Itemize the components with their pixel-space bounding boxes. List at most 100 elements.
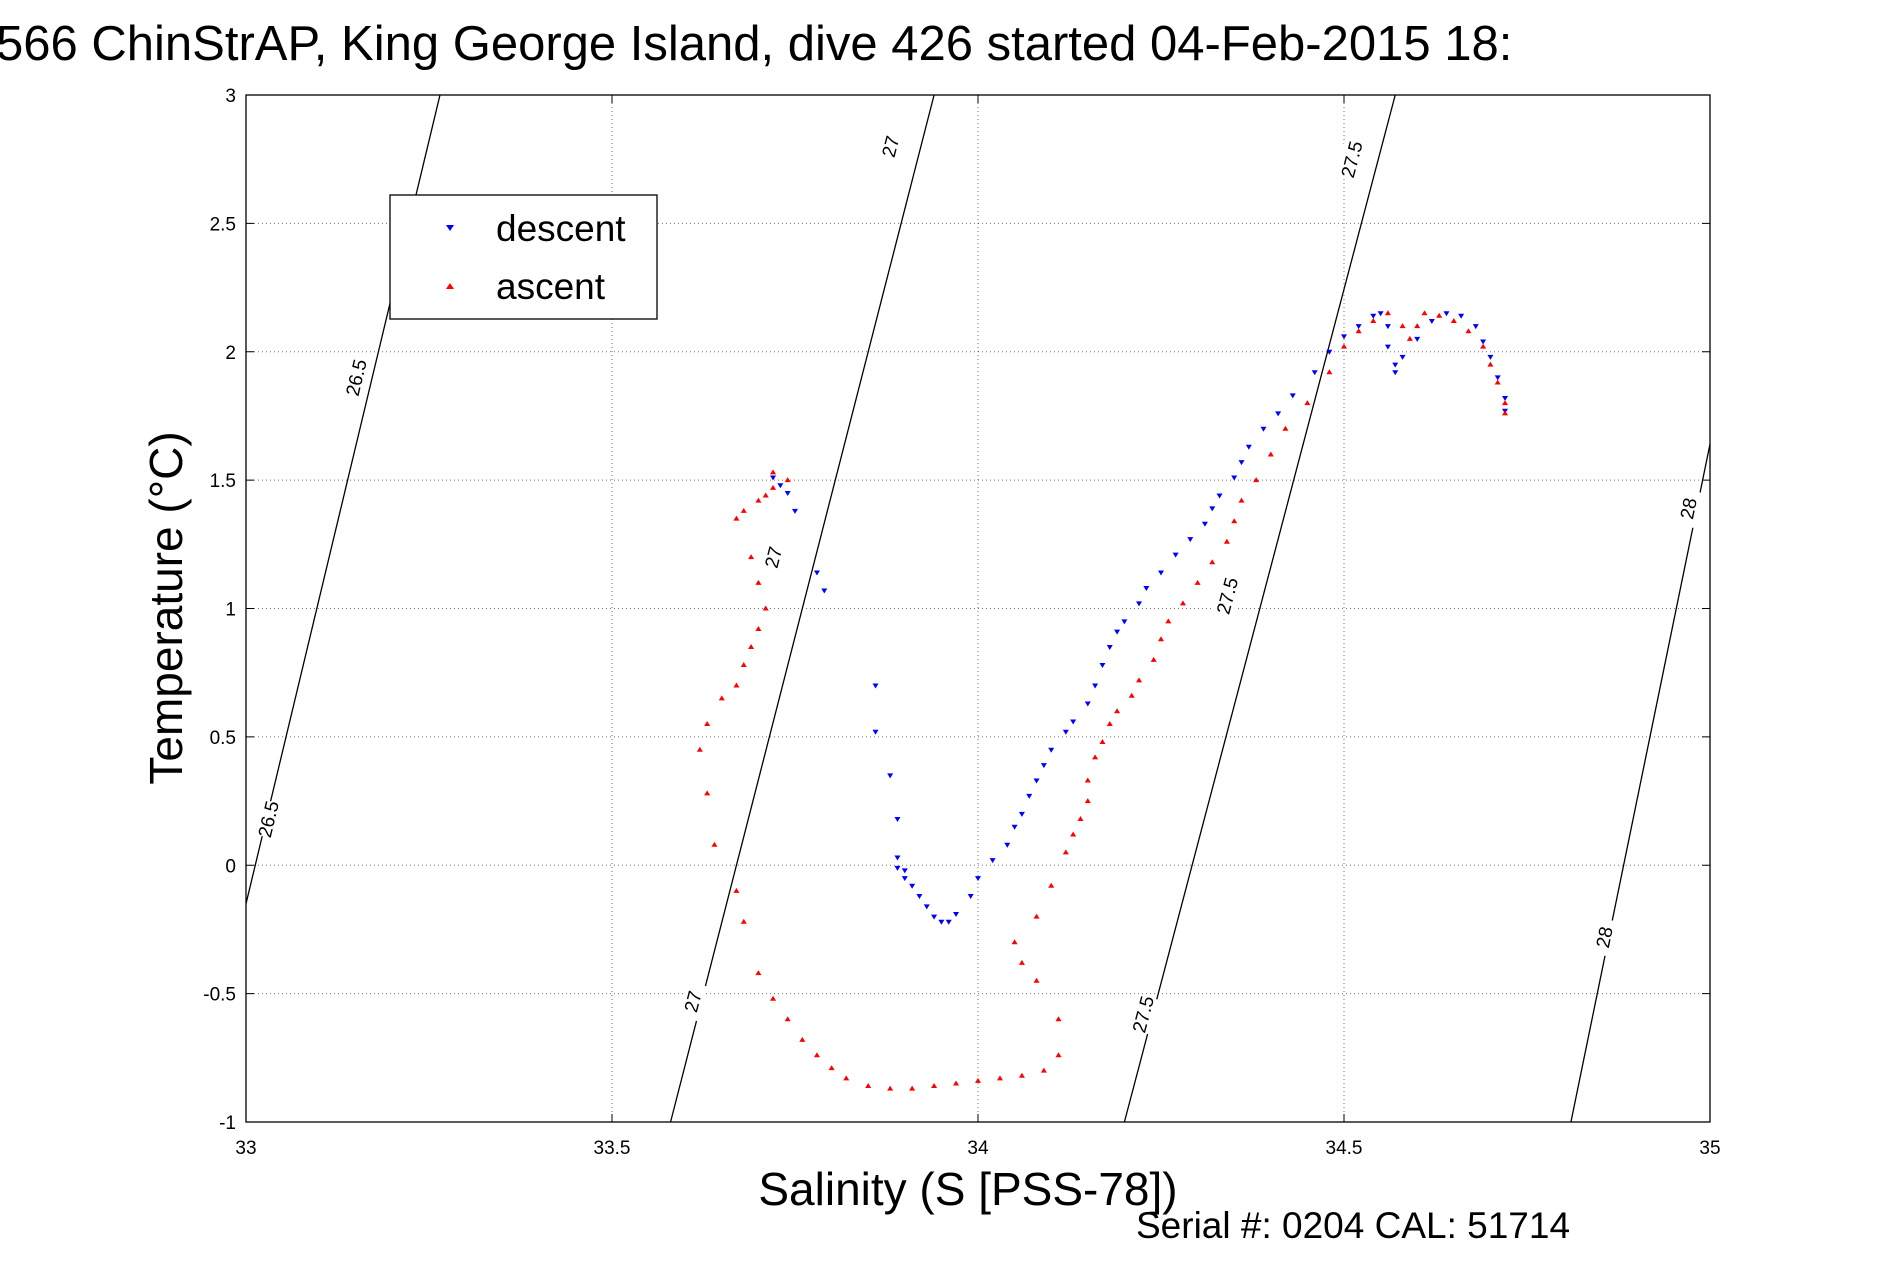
ascent-point: [1033, 913, 1040, 919]
y-tick-label: 3: [225, 86, 236, 107]
ascent-point: [996, 1075, 1003, 1081]
descent-point: [1326, 349, 1333, 355]
descent-point: [931, 914, 938, 920]
ascent-point: [843, 1075, 850, 1081]
descent-point: [1245, 444, 1252, 450]
descent-point: [1216, 493, 1223, 499]
ascent-point: [1055, 1052, 1062, 1058]
ascent-point: [770, 995, 777, 1001]
ascent-point: [1084, 777, 1091, 783]
density-contour-line: [669, 94, 935, 1123]
ascent-point: [1062, 849, 1069, 855]
ascent-point: [1165, 618, 1172, 624]
y-tick-label: -0.5: [203, 985, 236, 1006]
y-tick-label: 0.5: [210, 728, 236, 749]
descent-point: [1033, 778, 1040, 784]
ascent-point: [1128, 692, 1135, 698]
ascent-point: [1136, 677, 1143, 683]
ascent-point: [1084, 798, 1091, 804]
y-tick-label: 2: [225, 343, 236, 364]
density-contour-label-bg: [757, 536, 789, 578]
ascent-point: [1040, 1067, 1047, 1073]
serial-caption: Serial #: 0204 CAL: 51714: [1136, 1205, 1570, 1246]
descent-point: [1443, 311, 1450, 317]
ascent-point: [1092, 754, 1099, 760]
ascent-point: [1326, 369, 1333, 375]
ascent-point: [813, 1052, 820, 1058]
ascent-point: [762, 492, 769, 498]
descent-point: [909, 883, 916, 889]
density-contour-label-bg: [340, 357, 371, 398]
density-contour-label-bg: [1127, 993, 1158, 1035]
ascent-point: [887, 1085, 894, 1091]
ascent-point: [1341, 343, 1347, 349]
legend-label-ascent: ascent: [496, 266, 606, 307]
ascent-point: [1018, 959, 1025, 965]
y-tick-label: -1: [219, 1113, 236, 1134]
descent-point: [1370, 313, 1377, 319]
ascent-point: [784, 477, 791, 483]
ascent-point: [704, 721, 711, 727]
y-axis-label: Temperature (°C): [140, 431, 192, 784]
ascent-point: [740, 918, 747, 924]
density-contour-line: [1123, 94, 1396, 1123]
descent-point: [1114, 629, 1121, 635]
ascent-point: [1048, 882, 1055, 888]
ascent-point: [1304, 400, 1311, 406]
descent-point: [1187, 537, 1194, 543]
y-tick-label: 1: [225, 600, 236, 621]
density-contour-label: 28: [1677, 496, 1702, 521]
descent-point: [1480, 339, 1487, 345]
descent-point: [1158, 570, 1164, 576]
descent-point: [1084, 701, 1091, 707]
descent-point: [894, 865, 901, 871]
grid: [246, 95, 1710, 1122]
ascent-point: [975, 1077, 981, 1083]
x-tick-label: 33: [235, 1138, 256, 1159]
ascent-point: [1502, 410, 1509, 416]
descent-point: [1238, 460, 1245, 466]
descent-point: [1458, 313, 1465, 319]
descent-point: [1092, 683, 1099, 689]
density-contour-label-bg: [1589, 917, 1619, 957]
ascent-point: [1158, 636, 1164, 642]
ascent-point: [953, 1080, 960, 1086]
ascent-point: [1487, 361, 1494, 367]
descent-point: [784, 490, 791, 496]
descent-point: [872, 683, 879, 689]
descent-point: [894, 817, 901, 823]
descent-point: [1341, 334, 1347, 340]
descent-point: [945, 919, 952, 925]
x-tick-label: 34: [967, 1138, 989, 1159]
ascent-point: [1355, 328, 1362, 334]
descent-point: [901, 868, 908, 874]
ascent-point: [784, 1016, 791, 1022]
descent-point: [967, 894, 974, 900]
ascent-point: [1033, 977, 1040, 983]
x-tick-label: 33.5: [594, 1138, 631, 1159]
descent-point: [916, 894, 923, 900]
descent-point: [1201, 521, 1208, 527]
ascent-point: [1494, 379, 1501, 385]
legend-box: [389, 194, 658, 320]
ascent-point: [733, 515, 740, 521]
descent-point: [1018, 811, 1025, 817]
descent-point: [770, 475, 777, 481]
ascent-point: [1282, 425, 1289, 431]
descent-point: [813, 570, 820, 576]
ascent-point: [799, 1036, 806, 1042]
ascent-point: [755, 579, 762, 585]
ascent-point: [755, 497, 762, 503]
descent-point: [1494, 375, 1501, 381]
density-contour-label: 27: [879, 134, 905, 160]
ascent-point: [1077, 816, 1084, 822]
ascent-point: [1370, 317, 1377, 323]
ascent-point: [1209, 559, 1216, 565]
legend-label-descent: descent: [496, 208, 626, 249]
data-series: [696, 310, 1509, 1091]
descent-point: [1011, 824, 1018, 830]
ascent-point: [1018, 1072, 1025, 1078]
ascent-point: [748, 554, 755, 560]
ascent-point: [1399, 323, 1406, 329]
